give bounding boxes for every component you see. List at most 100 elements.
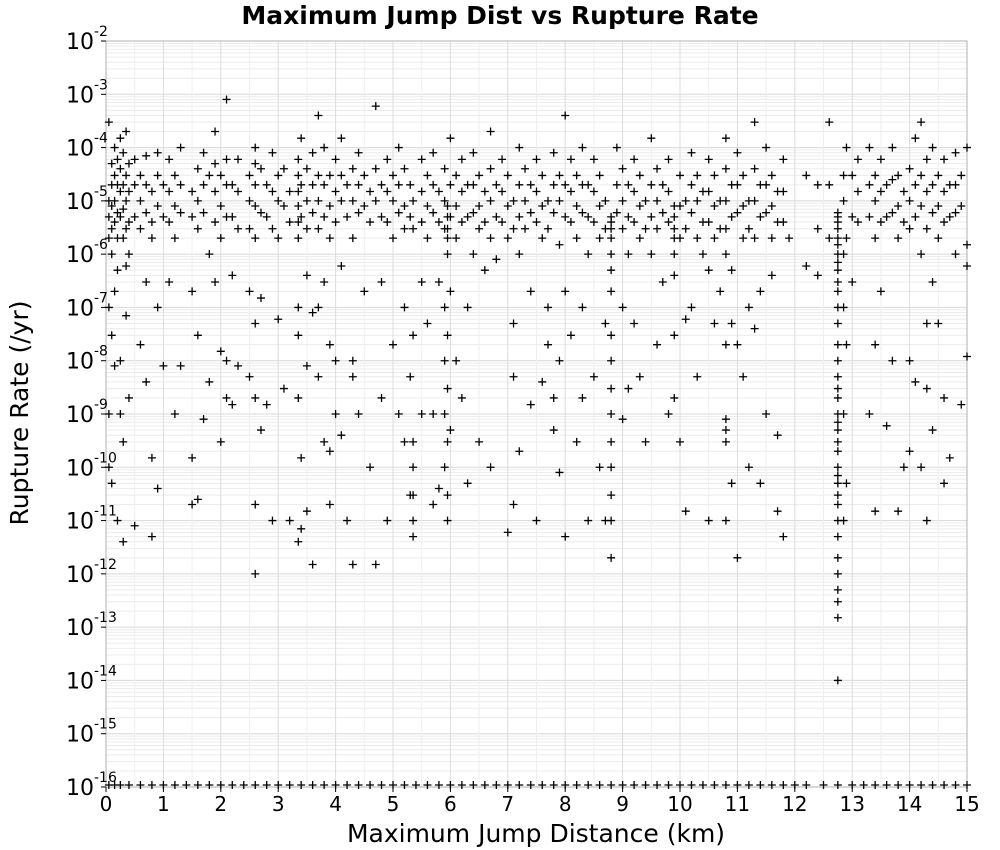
data-point xyxy=(664,781,673,789)
data-point xyxy=(348,372,357,381)
data-point xyxy=(107,250,116,259)
data-point xyxy=(549,180,558,189)
data-point xyxy=(607,250,616,259)
data-point xyxy=(739,171,748,180)
data-point xyxy=(589,155,598,164)
data-point xyxy=(343,180,352,189)
data-point xyxy=(572,171,581,180)
data-point xyxy=(549,426,558,435)
data-point xyxy=(216,437,225,446)
data-point xyxy=(417,187,426,196)
data-point xyxy=(417,278,426,287)
data-point xyxy=(876,287,885,296)
data-point xyxy=(245,224,254,233)
data-point xyxy=(963,240,971,249)
y-tick-label: 10-16 xyxy=(66,770,117,801)
data-point xyxy=(664,155,673,164)
data-point xyxy=(409,196,418,205)
data-point xyxy=(911,134,920,143)
gridlines xyxy=(105,41,968,788)
data-point xyxy=(409,491,418,500)
data-point xyxy=(802,171,811,180)
data-point xyxy=(704,266,713,275)
data-point xyxy=(440,356,449,365)
data-point xyxy=(653,781,662,789)
data-point xyxy=(945,453,954,462)
data-point xyxy=(756,479,765,488)
data-point xyxy=(136,340,145,349)
data-point xyxy=(188,287,197,296)
data-point xyxy=(406,180,415,189)
data-point xyxy=(294,218,303,227)
data-point xyxy=(245,287,254,296)
data-point xyxy=(400,202,409,211)
data-point xyxy=(951,781,960,789)
data-point xyxy=(894,507,903,516)
data-point xyxy=(928,180,937,189)
data-point xyxy=(612,208,621,217)
data-point xyxy=(833,278,842,287)
data-point xyxy=(130,155,139,164)
data-point xyxy=(922,384,931,393)
data-point xyxy=(222,155,231,164)
data-point xyxy=(234,155,243,164)
data-point xyxy=(888,356,897,365)
data-point xyxy=(521,196,530,205)
data-point xyxy=(274,196,283,205)
data-point xyxy=(607,331,616,340)
data-point xyxy=(262,212,271,221)
data-point xyxy=(538,202,547,211)
data-point xyxy=(480,266,489,275)
y-tick-label: 10-7 xyxy=(66,290,108,321)
data-point xyxy=(411,781,420,789)
data-point xyxy=(607,356,616,365)
data-point xyxy=(630,187,639,196)
x-tick-label: 14 xyxy=(897,792,922,816)
data-point xyxy=(572,202,581,211)
data-point xyxy=(704,516,713,525)
data-point xyxy=(262,400,271,409)
data-point xyxy=(750,196,759,205)
data-point xyxy=(940,479,949,488)
data-point xyxy=(833,340,842,349)
data-point xyxy=(256,294,265,303)
data-point xyxy=(294,303,303,312)
data-point xyxy=(188,500,197,509)
data-point xyxy=(469,180,478,189)
data-point xyxy=(446,426,455,435)
data-point xyxy=(136,196,145,205)
data-point xyxy=(228,180,237,189)
data-point xyxy=(813,224,822,233)
data-point xyxy=(251,781,260,789)
y-axis-ticks: 10-2 10-3 10-4 10-5 10-6 10-7 10-8 10-9 10-10 10-… xyxy=(66,24,117,801)
data-point xyxy=(618,415,627,424)
data-point xyxy=(882,781,891,789)
data-point xyxy=(113,155,122,164)
data-point xyxy=(434,218,443,227)
data-point xyxy=(653,196,662,205)
data-point xyxy=(389,234,397,243)
data-point xyxy=(739,372,748,381)
data-point xyxy=(658,208,667,217)
data-point xyxy=(285,781,294,789)
data-point xyxy=(285,187,294,196)
data-point xyxy=(957,171,966,180)
data-point xyxy=(853,155,862,164)
data-point xyxy=(618,196,627,205)
data-point xyxy=(940,218,949,227)
data-point xyxy=(331,155,340,164)
data-point xyxy=(116,212,125,221)
data-point xyxy=(193,196,202,205)
data-point xyxy=(279,164,288,173)
data-point xyxy=(492,781,501,789)
data-point xyxy=(124,781,133,789)
data-point xyxy=(733,148,742,157)
data-point xyxy=(142,208,151,217)
data-point xyxy=(721,250,730,259)
data-point xyxy=(325,171,334,180)
data-point xyxy=(607,384,616,393)
data-point xyxy=(122,224,131,233)
data-point xyxy=(308,781,317,789)
data-point xyxy=(561,212,570,221)
